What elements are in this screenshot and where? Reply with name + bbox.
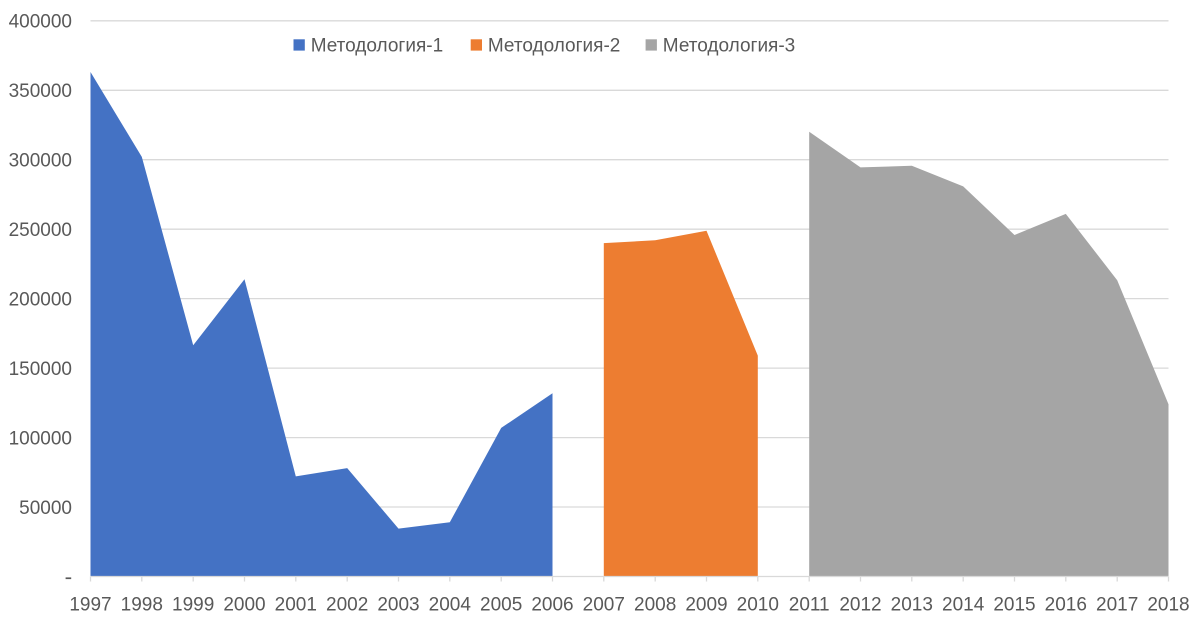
svg-text:2013: 2013 — [891, 595, 933, 616]
svg-text:2000: 2000 — [223, 595, 265, 616]
svg-text:Методология-3: Методология-3 — [663, 36, 795, 57]
svg-text:1999: 1999 — [172, 595, 214, 616]
svg-text:2002: 2002 — [326, 595, 368, 616]
svg-text:100000: 100000 — [9, 428, 72, 449]
svg-text:150000: 150000 — [9, 359, 72, 380]
svg-text:2011: 2011 — [789, 595, 830, 616]
svg-text:2001: 2001 — [275, 595, 317, 616]
svg-text:2012: 2012 — [839, 595, 881, 616]
svg-text:2017: 2017 — [1096, 595, 1138, 616]
svg-text:1998: 1998 — [121, 595, 163, 616]
svg-text:2010: 2010 — [737, 595, 779, 616]
svg-text:200000: 200000 — [9, 289, 72, 310]
svg-text:400000: 400000 — [9, 12, 72, 33]
svg-text:2015: 2015 — [993, 595, 1035, 616]
svg-text:300000: 300000 — [9, 151, 72, 172]
svg-text:2016: 2016 — [1045, 595, 1087, 616]
svg-text:250000: 250000 — [9, 220, 72, 241]
svg-text:2003: 2003 — [377, 595, 419, 616]
svg-text:2006: 2006 — [531, 595, 573, 616]
svg-text:Методология-1: Методология-1 — [311, 36, 443, 57]
svg-text:1997: 1997 — [69, 595, 111, 616]
svg-text:350000: 350000 — [9, 81, 72, 102]
svg-text:Методология-2: Методология-2 — [488, 36, 620, 57]
svg-text:2009: 2009 — [685, 595, 727, 616]
svg-text:2005: 2005 — [480, 595, 522, 616]
svg-text:2007: 2007 — [583, 595, 625, 616]
svg-text:2004: 2004 — [429, 595, 472, 616]
svg-text:2008: 2008 — [634, 595, 676, 616]
svg-text:2018: 2018 — [1147, 595, 1189, 616]
svg-text:2014: 2014 — [942, 595, 985, 616]
svg-text:50000: 50000 — [19, 498, 72, 519]
